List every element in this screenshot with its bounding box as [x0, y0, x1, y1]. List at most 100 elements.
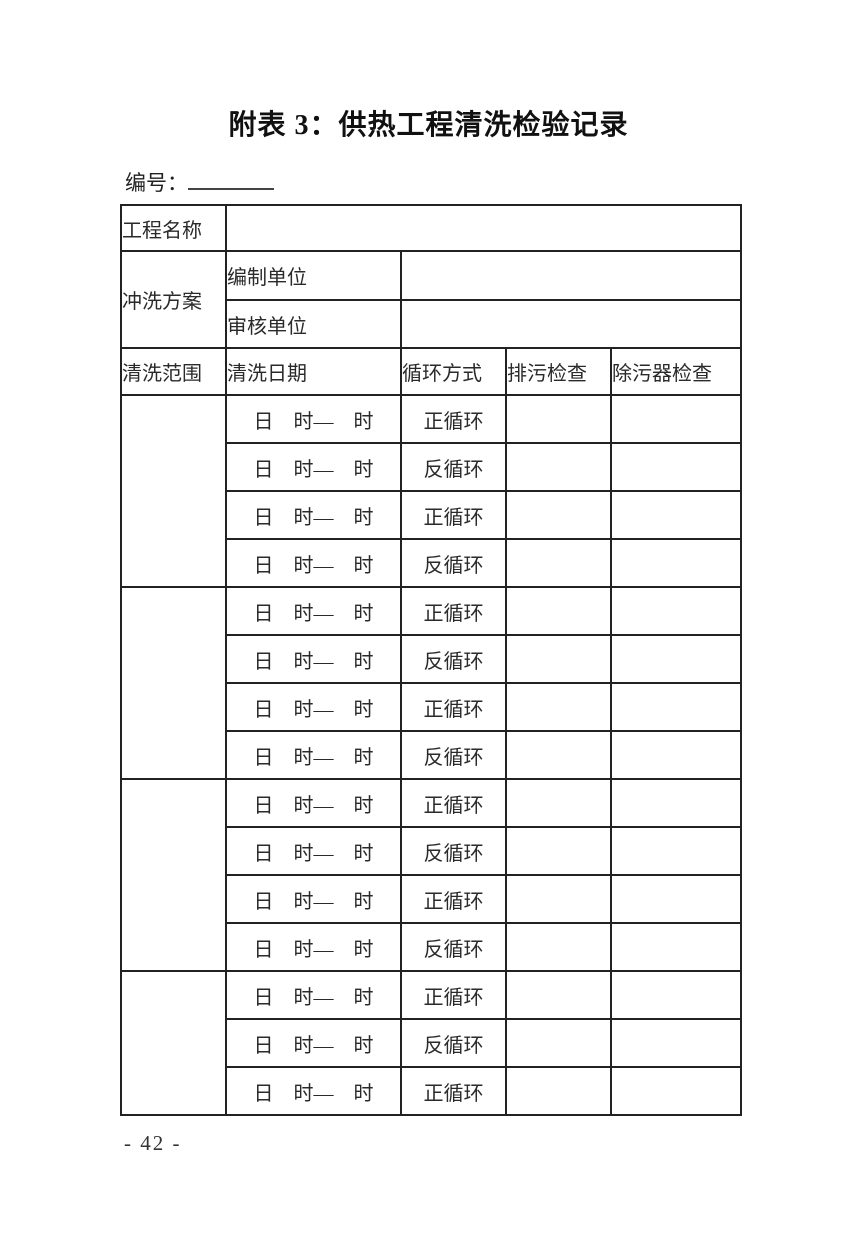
drain-check-cell — [505, 490, 612, 540]
date-cell: 日 时— 时 — [225, 442, 402, 492]
scope-cell — [120, 586, 227, 780]
drain-check-cell — [505, 682, 612, 732]
cycle-cell: 反循环 — [400, 922, 507, 972]
strainer-check-cell — [610, 394, 742, 444]
strainer-check-cell — [610, 634, 742, 684]
table-header-row: 清洗范围 清洗日期 循环方式 排污检查 除污器检查 — [120, 347, 742, 396]
drain-check-cell — [505, 1066, 612, 1116]
date-cell: 日 时— 时 — [225, 538, 402, 588]
strainer-check-cell — [610, 922, 742, 972]
cycle-cell: 反循环 — [400, 634, 507, 684]
date-cell: 日 时— 时 — [225, 1066, 402, 1116]
table-row: 日 时— 时 正循环 — [120, 394, 742, 588]
table-row: 日 时— 时 反循环 — [121, 826, 742, 876]
scope-cell — [120, 394, 227, 588]
document-number-label: 编号： — [125, 171, 188, 195]
strainer-check-cell — [610, 586, 742, 636]
strainer-check-cell — [610, 970, 742, 1020]
review-unit-label: 审核单位 — [225, 299, 402, 349]
project-name-label: 工程名称 — [120, 204, 227, 252]
strainer-check-cell — [610, 538, 742, 588]
strainer-check-cell — [610, 874, 742, 924]
compile-unit-label: 编制单位 — [225, 250, 402, 301]
cycle-cell: 正循环 — [400, 970, 507, 1020]
date-cell: 日 时— 时 — [225, 490, 402, 540]
cycle-cell: 正循环 — [400, 394, 507, 444]
date-cell: 日 时— 时 — [225, 778, 402, 828]
cycle-mode-header: 循环方式 — [400, 347, 507, 396]
table-row: 日 时— 时 正循环 — [120, 586, 742, 780]
table-row: 日 时— 时 正循环 — [120, 970, 742, 1116]
scope-cell — [120, 970, 227, 1116]
strainer-check-cell — [610, 1066, 742, 1116]
scope-cell — [120, 778, 227, 972]
strainer-check-cell — [610, 442, 742, 492]
date-cell: 日 时— 时 — [225, 874, 402, 924]
drain-check-cell — [505, 730, 612, 780]
table-row: 日 时— 时 反循环 — [121, 634, 742, 684]
table-row: 日 时— 时 反循环 — [121, 730, 742, 780]
date-cell: 日 时— 时 — [225, 826, 402, 876]
date-cell: 日 时— 时 — [225, 634, 402, 684]
cycle-cell: 正循环 — [400, 490, 507, 540]
drain-check-cell — [505, 634, 612, 684]
drain-check-cell — [505, 538, 612, 588]
drain-check-cell — [505, 1018, 612, 1068]
strainer-check-cell — [610, 682, 742, 732]
drain-check-cell — [505, 970, 612, 1020]
cycle-cell: 反循环 — [400, 442, 507, 492]
date-cell: 日 时— 时 — [225, 730, 402, 780]
table-row: 审核单位 — [121, 299, 742, 349]
table-row: 日 时— 时 正循环 — [121, 490, 742, 540]
cycle-cell: 反循环 — [400, 826, 507, 876]
document-number-blank — [188, 168, 274, 190]
table-row: 日 时— 时 反循环 — [121, 922, 742, 972]
page-title: 附表 3：供热工程清洗检验记录 — [228, 110, 629, 141]
table-row: 冲洗方案 编制单位 — [120, 250, 742, 349]
table-row: 日 时— 时 反循环 — [121, 442, 742, 492]
document-number-line: 编号： — [125, 167, 274, 197]
strainer-check-cell — [610, 1018, 742, 1068]
date-cell: 日 时— 时 — [225, 682, 402, 732]
cycle-cell: 反循环 — [400, 730, 507, 780]
cycle-cell: 反循环 — [400, 538, 507, 588]
date-header: 清洗日期 — [225, 347, 402, 396]
strainer-check-cell — [610, 490, 742, 540]
compile-unit-value-cell — [400, 250, 742, 301]
strainer-check-header: 除污器检查 — [610, 347, 742, 396]
scope-header: 清洗范围 — [120, 347, 227, 396]
cycle-cell: 正循环 — [400, 586, 507, 636]
drain-check-cell — [505, 394, 612, 444]
drain-check-cell — [505, 586, 612, 636]
drain-check-cell — [505, 874, 612, 924]
table-row: 日 时— 时 反循环 — [121, 538, 742, 588]
cleaning-inspection-table: 工程名称 冲洗方案 编制单位 审核单位 清洗范围 清洗日期 循环方式 排污检查 … — [120, 204, 742, 1116]
flush-plan-label: 冲洗方案 — [120, 250, 227, 349]
strainer-check-cell — [610, 730, 742, 780]
date-cell: 日 时— 时 — [225, 922, 402, 972]
date-cell: 日 时— 时 — [225, 1018, 402, 1068]
strainer-check-cell — [610, 778, 742, 828]
table-row: 日 时— 时 正循环 — [121, 874, 742, 924]
drain-check-cell — [505, 922, 612, 972]
drain-check-cell — [505, 826, 612, 876]
drain-check-cell — [505, 778, 612, 828]
drain-check-header: 排污检查 — [505, 347, 612, 396]
table-row: 日 时— 时 反循环 — [121, 1018, 742, 1068]
cycle-cell: 正循环 — [400, 1066, 507, 1116]
date-cell: 日 时— 时 — [225, 970, 402, 1020]
date-cell: 日 时— 时 — [225, 394, 402, 444]
project-name-value-cell — [225, 204, 742, 252]
table-row: 工程名称 — [120, 204, 742, 252]
cycle-cell: 正循环 — [400, 874, 507, 924]
page-number: - 42 - — [124, 1131, 182, 1155]
cycle-cell: 正循环 — [400, 778, 507, 828]
strainer-check-cell — [610, 826, 742, 876]
cycle-cell: 反循环 — [400, 1018, 507, 1068]
cycle-cell: 正循环 — [400, 682, 507, 732]
date-cell: 日 时— 时 — [225, 586, 402, 636]
table-row: 日 时— 时 正循环 — [121, 1066, 742, 1116]
drain-check-cell — [505, 442, 612, 492]
review-unit-value-cell — [400, 299, 742, 349]
